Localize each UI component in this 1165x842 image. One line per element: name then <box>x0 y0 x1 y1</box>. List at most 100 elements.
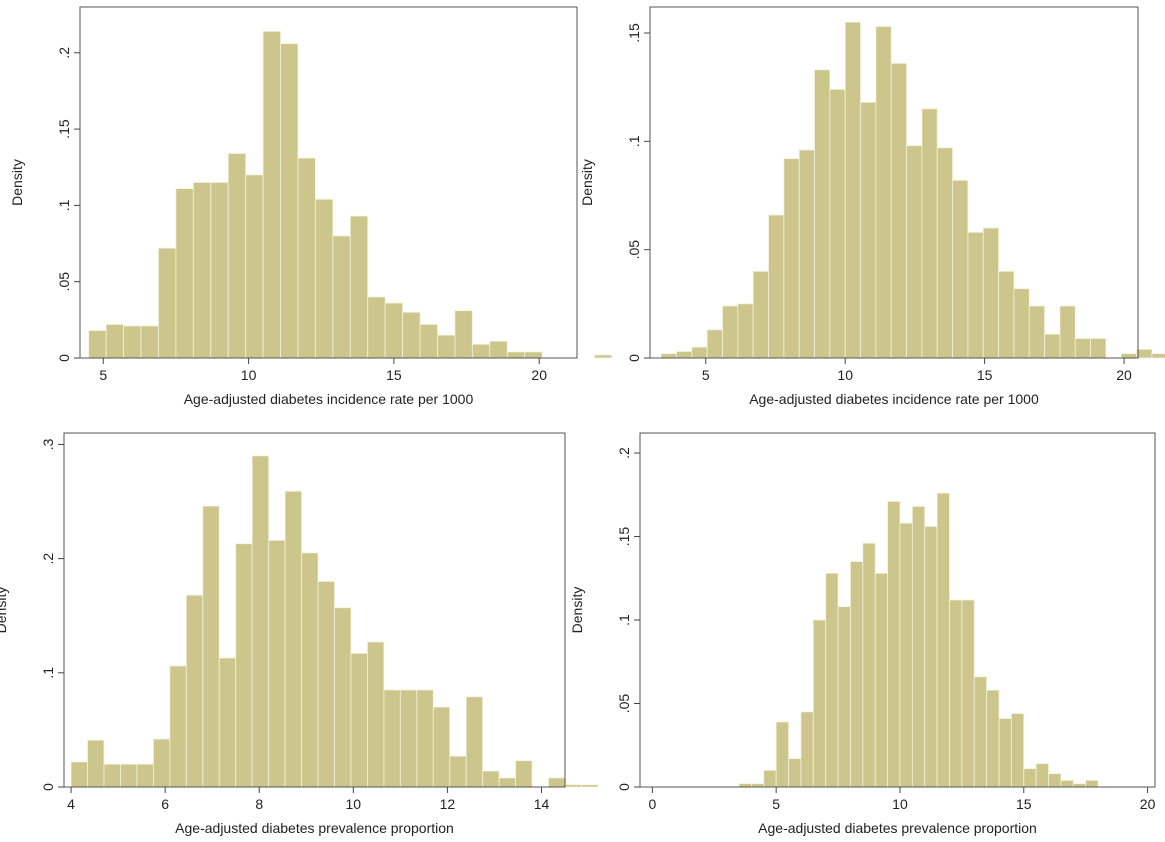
histogram-bar <box>890 62 907 359</box>
histogram-bar <box>691 346 708 359</box>
histogram-bar <box>1120 353 1138 359</box>
x-axis-label: Age-adjusted diabetes incidence rate per… <box>184 391 474 407</box>
plot-frame <box>649 6 1139 359</box>
histogram-bar <box>875 26 892 359</box>
histogram-bar <box>982 227 999 359</box>
histogram-bar <box>251 455 270 788</box>
histogram-bar <box>524 351 543 359</box>
histogram-bar <box>123 325 142 359</box>
y-tick-label: .2 <box>616 447 632 459</box>
x-tick-label: 15 <box>977 367 993 383</box>
histogram-bar <box>301 552 319 788</box>
x-tick-label: 10 <box>837 367 853 383</box>
histogram-bar <box>812 619 827 788</box>
histogram-panel: 0 5 10 15 20 0 .05 .1 .15 .2 Age-adjusted diabetes… <box>569 432 1156 836</box>
histogram-bar <box>136 763 154 788</box>
x-axis-label: Age-adjusted diabetes incidence rate per… <box>749 391 1039 407</box>
y-axis-label: Density <box>0 587 9 634</box>
histogram-bar <box>911 506 926 788</box>
histogram-bar <box>120 763 138 788</box>
histogram-bar <box>961 599 975 788</box>
histogram-bar <box>245 174 264 359</box>
histogram-bar <box>1035 763 1049 788</box>
y-tick-label: .05 <box>56 272 72 292</box>
histogram-bar <box>738 783 752 788</box>
histogram-bar <box>489 340 508 359</box>
histogram-bar <box>751 783 765 788</box>
histogram-panel: 4 6 8 10 12 14 0 .1 .2 .3 Age-adjusted diabetes pr… <box>0 432 599 836</box>
histogram-bar <box>874 572 888 788</box>
y-axis-label: Density <box>9 159 25 206</box>
y-axis-label: Density <box>569 587 585 634</box>
histogram-bar <box>349 215 369 359</box>
histogram-bar <box>1013 288 1030 359</box>
histogram-panel: 5 10 15 20 0 .05 .1 .15 .2 Age-adjusted diabetes … <box>9 6 613 407</box>
histogram-bar <box>788 758 802 788</box>
histogram-bar <box>924 526 938 788</box>
x-tick-label: 15 <box>1016 796 1032 812</box>
x-tick-label: 4 <box>67 796 75 812</box>
histogram-bar <box>1085 779 1099 788</box>
histogram-bar <box>498 777 517 788</box>
histogram-bar <box>140 325 159 359</box>
histogram-bar <box>862 542 876 788</box>
x-tick-label: 15 <box>386 367 402 383</box>
x-tick-label: 5 <box>772 796 780 812</box>
histogram-bar <box>227 153 247 359</box>
histogram-bar <box>454 310 473 359</box>
histogram-bar <box>936 492 950 788</box>
y-tick-label: .2 <box>56 47 72 59</box>
histogram-bar <box>169 665 187 788</box>
y-tick-label: 0 <box>616 783 632 791</box>
histogram-bar <box>952 179 969 359</box>
y-tick-label: .05 <box>626 240 642 260</box>
histogram-bar <box>737 303 754 359</box>
histogram-bar <box>1072 783 1087 788</box>
histogram-bar <box>722 305 739 359</box>
histogram-bar <box>334 607 352 788</box>
histogram-bar <box>297 157 316 359</box>
histogram-bar <box>367 296 386 359</box>
histogram-bar <box>1090 338 1107 359</box>
plot-frame <box>63 432 566 788</box>
x-tick-label: 6 <box>161 796 169 812</box>
histogram-bar <box>800 711 814 788</box>
histogram-bar <box>775 721 789 788</box>
x-tick-label: 20 <box>531 367 547 383</box>
histogram-bar <box>515 760 533 788</box>
histogram-bar <box>419 324 438 359</box>
histogram-bar <box>506 351 526 359</box>
histogram-bar <box>437 334 456 359</box>
histogram-bar <box>332 235 351 359</box>
y-tick-label: .1 <box>56 199 72 211</box>
histogram-bar <box>465 696 484 788</box>
histogram-bar <box>315 198 334 359</box>
histogram-bar <box>548 777 566 788</box>
histogram-bar <box>367 641 385 788</box>
histogram-bar <box>860 101 877 359</box>
histogram-bar <box>383 689 401 788</box>
x-tick-label: 10 <box>892 796 908 812</box>
x-axis-label: Age-adjusted diabetes prevalence proport… <box>175 820 454 836</box>
histogram-bar <box>850 561 864 788</box>
x-tick-label: 12 <box>440 796 456 812</box>
histogram-bar <box>416 689 434 788</box>
histogram-bar <box>1010 713 1025 788</box>
x-tick-label: 10 <box>241 367 257 383</box>
histogram-bar <box>262 31 281 359</box>
histogram-bar <box>399 689 418 788</box>
histogram-bar <box>235 543 253 788</box>
y-tick-label: .15 <box>626 23 642 43</box>
histogram-bar <box>1074 338 1091 359</box>
histogram-bar <box>973 676 988 788</box>
histogram-bar <box>998 270 1015 359</box>
histogram-bar <box>660 353 677 359</box>
y-tick-label: .2 <box>40 553 56 565</box>
histogram-bar <box>986 689 1000 788</box>
histogram-bar <box>218 657 237 788</box>
x-tick-label: 10 <box>346 796 362 812</box>
histogram-bar <box>280 43 299 359</box>
histogram-bar <box>87 739 105 788</box>
x-tick-label: 0 <box>648 796 656 812</box>
histogram-bar <box>564 784 582 788</box>
